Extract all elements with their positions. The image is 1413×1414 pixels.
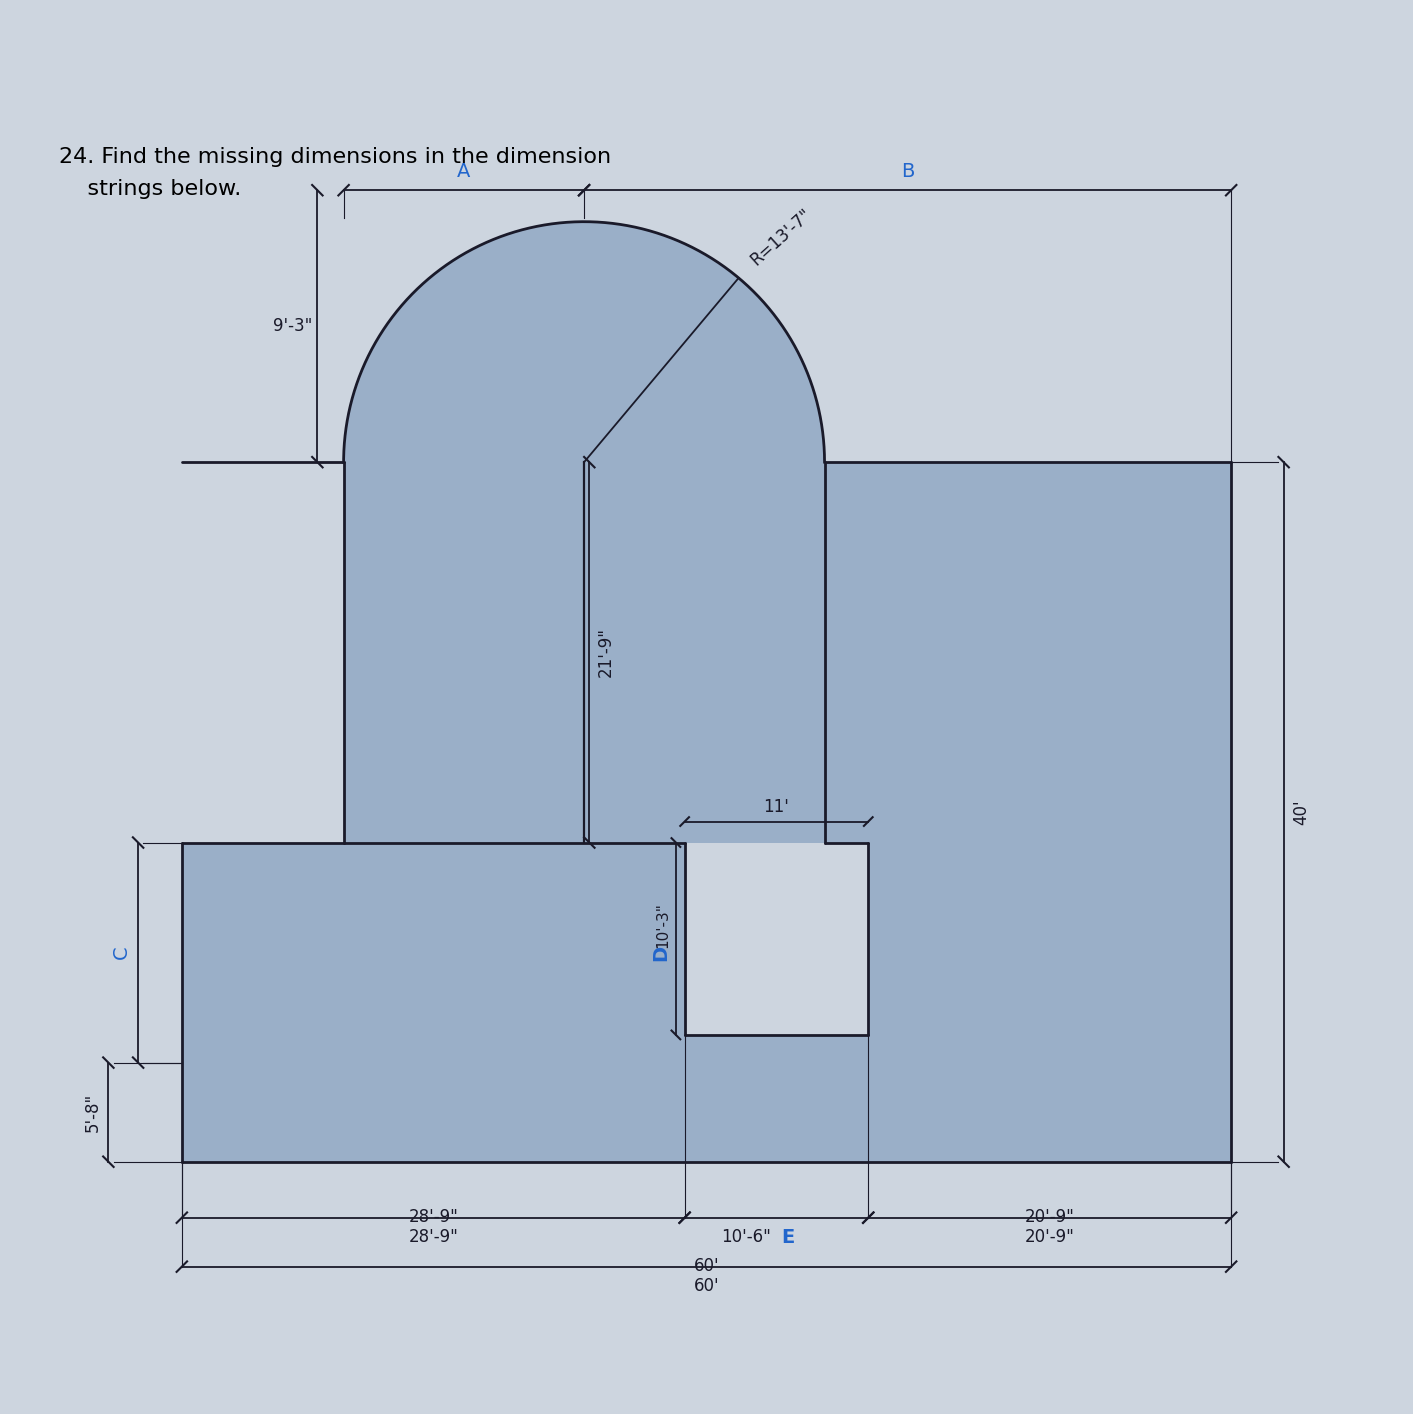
Text: R=13'-7": R=13'-7"	[747, 205, 815, 269]
Text: 10'-3": 10'-3"	[656, 902, 671, 947]
Text: A: A	[458, 163, 471, 181]
Text: 60': 60'	[694, 1277, 719, 1295]
Wedge shape	[343, 222, 825, 462]
Bar	[825, 462, 1231, 843]
Bar	[182, 843, 1231, 1162]
Text: C: C	[112, 946, 131, 959]
Text: 21'-9": 21'-9"	[596, 628, 615, 677]
Text: E: E	[781, 1229, 796, 1247]
Text: 60': 60'	[694, 1257, 719, 1275]
Text: 10'-6": 10'-6"	[721, 1229, 771, 1246]
Text: 28'-9": 28'-9"	[408, 1229, 458, 1246]
Bar	[685, 843, 868, 1035]
Text: 9'-3": 9'-3"	[273, 317, 312, 335]
Text: B: B	[901, 163, 914, 181]
Text: 5'-8": 5'-8"	[83, 1093, 102, 1131]
Text: 20'-9": 20'-9"	[1024, 1229, 1075, 1246]
Text: strings below.: strings below.	[59, 178, 242, 199]
Text: 28'-9": 28'-9"	[408, 1209, 458, 1226]
Text: D: D	[651, 945, 671, 960]
Text: 20'-9": 20'-9"	[1024, 1209, 1075, 1226]
Text: 24. Find the missing dimensions in the dimension: 24. Find the missing dimensions in the d…	[59, 147, 612, 167]
Text: 11': 11'	[763, 799, 790, 816]
Text: 40': 40'	[1293, 799, 1310, 824]
Bar	[343, 462, 825, 843]
